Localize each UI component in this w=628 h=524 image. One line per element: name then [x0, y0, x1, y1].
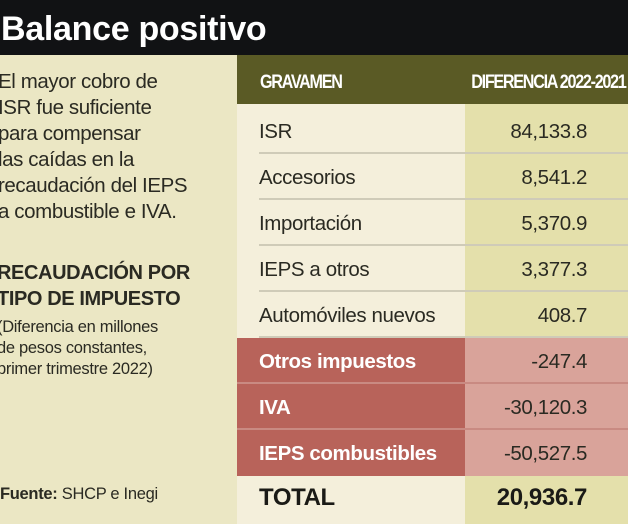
row-value: 5,370.9 — [521, 212, 587, 235]
table-row: IEPS combustibles -50,527.5 — [237, 430, 628, 476]
table-row: Otros impuestos -247.4 — [237, 338, 628, 384]
row-divider — [237, 382, 628, 384]
total-value: 20,936.7 — [496, 484, 588, 511]
row-divider — [259, 198, 628, 200]
row-value: -30,120.3 — [465, 384, 628, 430]
total-label: TOTAL — [259, 484, 335, 511]
table-row: IVA -30,120.3 — [237, 384, 628, 430]
row-divider — [259, 336, 628, 338]
table-row: IEPS a otros 3,377.3 — [237, 246, 628, 292]
row-label: Importación — [259, 212, 362, 235]
row-value: 84,133.8 — [510, 120, 587, 143]
intro-text: El mayor cobro de ISR fue suficiente par… — [0, 70, 188, 223]
table-row: Accesorios 8,541.2 — [237, 154, 628, 200]
table-header: GRAVAMEN DIFERENCIA 2022-2021 — [237, 55, 628, 104]
row-label: Otros impuestos — [237, 338, 465, 384]
row-label: Automóviles nuevos — [259, 304, 436, 327]
table-row: Importación 5,370.9 — [237, 200, 628, 246]
total-row: TOTAL 20,936.7 — [237, 474, 628, 524]
source-text: SHCP e Inegi — [57, 485, 158, 503]
row-label: Accesorios — [259, 166, 356, 189]
row-label: IVA — [237, 384, 465, 430]
row-divider — [237, 428, 628, 430]
column-header-gravamen: GRAVAMEN — [260, 72, 343, 93]
row-label: IEPS a otros — [259, 258, 370, 281]
table-row: Automóviles nuevos 408.7 — [237, 292, 628, 338]
description-panel: El mayor cobro de ISR fue suficiente par… — [0, 55, 237, 524]
table-subtitle: RECAUDACIÓN POR TIPO DE IMPUESTO — [0, 262, 190, 310]
tax-table: GRAVAMEN DIFERENCIA 2022-2021 ISR 84,133.… — [237, 55, 628, 524]
row-divider — [259, 152, 628, 154]
row-value: 408.7 — [537, 304, 588, 327]
row-label: IEPS combustibles — [237, 430, 465, 476]
row-value: -247.4 — [465, 338, 628, 384]
units-note: (Diferencia en millones de pesos constan… — [0, 318, 158, 378]
row-label: ISR — [259, 120, 292, 143]
source-label: Fuente: — [0, 485, 58, 503]
row-value: 8,541.2 — [521, 166, 587, 189]
table-row: ISR 84,133.8 — [237, 108, 628, 154]
page-title: Balance positivo — [0, 0, 628, 55]
row-value: 3,377.3 — [521, 258, 587, 281]
source-note: Fuente: SHCP e Inegi — [0, 485, 158, 504]
row-divider — [259, 244, 628, 246]
row-value: -50,527.5 — [465, 430, 628, 476]
column-header-diferencia: DIFERENCIA 2022-2021 — [471, 72, 628, 93]
row-divider — [259, 290, 628, 292]
